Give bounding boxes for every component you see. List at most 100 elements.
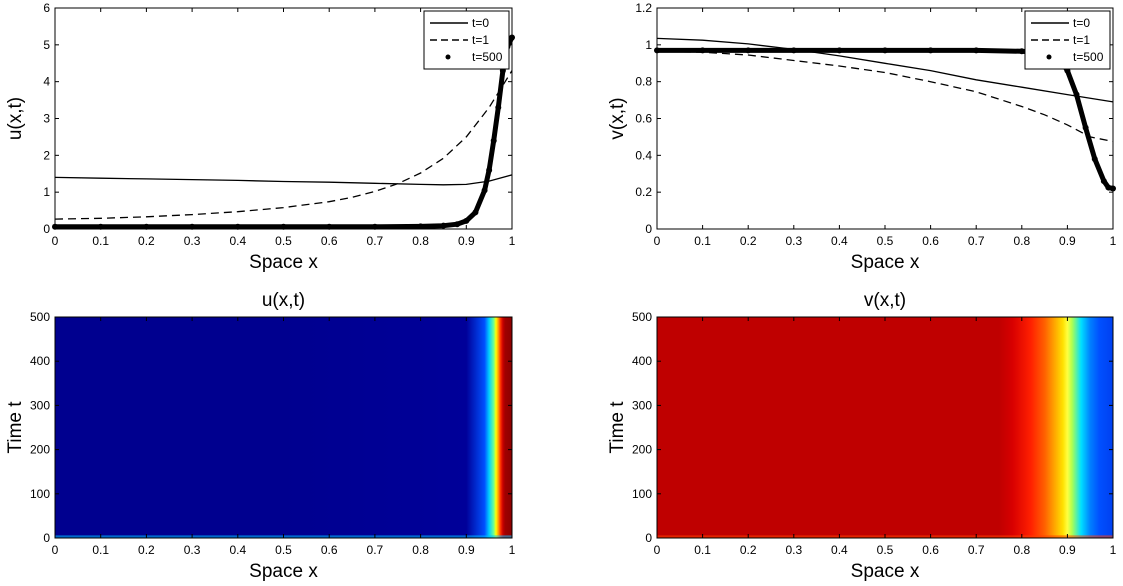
y-tick-label: 1 (43, 185, 50, 199)
axes-frame (54, 316, 513, 539)
series-line-t1 (54, 70, 513, 220)
y-tick-label: 0.4 (635, 148, 652, 162)
heatmap-field (657, 317, 1113, 538)
data-point-t500 (1082, 124, 1089, 131)
x-tick-label: 0.2 (740, 234, 757, 248)
y-tick-label: 1 (645, 38, 652, 52)
x-tick-label: 0.9 (1059, 234, 1076, 248)
x-tick-label: 0.5 (877, 543, 894, 557)
y-axis-label: Time t (5, 401, 26, 454)
legend: t=0 t=1 t=500 (423, 10, 510, 70)
x-tick-label: 0.4 (831, 234, 848, 248)
x-tick-label: 0.8 (412, 543, 429, 557)
legend-label: t=0 (472, 16, 489, 30)
data-point-t500 (417, 223, 424, 230)
data-point-t500 (143, 223, 150, 230)
x-axis-label: Space x (851, 561, 920, 582)
x-tick-label: 0.3 (785, 543, 802, 557)
x-tick-label: 0.1 (92, 543, 109, 557)
chart-title: v(x,t) (864, 290, 906, 311)
x-tick-label: 1 (1110, 234, 1117, 248)
x-tick-label: 0.2 (138, 543, 155, 557)
data-point-t500 (882, 47, 888, 54)
data-point-t500 (189, 223, 196, 230)
y-tick-label: 5 (43, 38, 50, 52)
heatmap-v: 0 0.1 0.2 0.3 0.4 0.5 0.6 0.7 0.8 0.9 1 0 100 200 300 4… (607, 290, 1117, 582)
y-tick-label: 400 (30, 354, 50, 368)
data-point-t500 (280, 223, 287, 230)
plot-u-line-chart: 0 0.1 0.2 0.3 0.4 0.5 0.6 0.7 0.8 0.9 10123456t=0t… (5, 1, 516, 273)
y-tick-label: 0 (43, 222, 50, 236)
series-line-t0 (54, 174, 513, 186)
y-axis-label: v(x,t) (607, 97, 628, 139)
x-tick-label: 0.6 (321, 543, 338, 557)
x-tick-label: 0.7 (367, 543, 384, 557)
y-tick-label: 0 (645, 531, 652, 545)
data-point-t500 (490, 137, 497, 144)
data-point-t500 (699, 47, 706, 54)
x-tick-label: 0.2 (138, 234, 155, 248)
data-point-t500 (745, 47, 752, 54)
data-point-t500 (1091, 156, 1098, 163)
x-tick-label: 0.3 (184, 234, 201, 248)
x-tick-label: 0.4 (229, 234, 246, 248)
y-tick-label: 500 (30, 310, 50, 324)
data-point-t500 (790, 47, 797, 54)
heatmap-u: 0 0.1 0.2 0.3 0.4 0.5 0.6 0.7 0.8 0.9 1 0 100 200 300 4… (5, 290, 516, 582)
x-tick-label: 0.9 (458, 234, 475, 248)
data-point-t500 (927, 47, 934, 54)
x-tick-label: 1 (509, 234, 516, 248)
heatmap-field (55, 317, 512, 538)
legend-label: t=1 (1073, 33, 1090, 47)
series-line-t1 (656, 50, 1114, 143)
y-tick-label: 0.2 (635, 185, 652, 199)
legend-label: t=0 (1073, 16, 1090, 30)
data-point-t500 (836, 47, 843, 54)
data-point-t500 (486, 167, 493, 174)
data-point-t500 (234, 223, 241, 230)
x-tick-label: 0 (52, 543, 59, 557)
y-tick-label: 100 (30, 487, 50, 501)
data-point-t500 (472, 209, 479, 216)
x-tick-label: 0.2 (740, 543, 757, 557)
data-point-t500 (463, 217, 470, 224)
legend-marker (445, 54, 451, 60)
y-tick-label: 4 (43, 75, 50, 89)
y-tick-label: 400 (632, 354, 652, 368)
y-tick-label: 300 (30, 398, 50, 412)
y-tick-label: 0 (645, 222, 652, 236)
chart-title: u(x,t) (262, 290, 305, 311)
x-axis-label: Space x (249, 561, 318, 582)
x-tick-label: 0.8 (412, 234, 429, 248)
plot-v-line-chart: 0 0.1 0.2 0.3 0.4 0.5 0.6 0.7 0.8 0.9 1 0 0.2 0.4 0.6 0… (607, 1, 1117, 273)
y-tick-label: 300 (632, 398, 652, 412)
series-line-t0 (656, 37, 1114, 103)
x-tick-label: 0.7 (367, 234, 384, 248)
x-tick-label: 0.4 (831, 543, 848, 557)
x-tick-label: 1 (509, 543, 516, 557)
legend-marker (1046, 54, 1052, 60)
y-tick-label: 0 (43, 531, 50, 545)
x-tick-label: 0.8 (1013, 543, 1030, 557)
y-axis-label: u(x,t) (5, 97, 26, 140)
axes-frame (54, 7, 513, 230)
x-tick-label: 0.6 (321, 234, 338, 248)
data-point-t500 (440, 222, 447, 229)
data-point-t500 (454, 221, 461, 228)
x-tick-label: 0 (52, 234, 59, 248)
y-tick-label: 0.6 (635, 112, 652, 126)
data-point-t500 (1105, 184, 1112, 191)
series-line-t500 (52, 35, 515, 230)
legend-label: t=500 (1073, 50, 1104, 64)
legend: t=0 t=1 t=500 (1024, 10, 1111, 70)
x-tick-label: 0.6 (922, 234, 939, 248)
x-tick-label: 0.5 (877, 234, 894, 248)
y-tick-label: 200 (632, 443, 652, 457)
data-point-t500 (1100, 178, 1107, 185)
data-point-t500 (371, 223, 378, 230)
axes-frame (656, 7, 1114, 230)
x-tick-label: 0.7 (968, 234, 985, 248)
x-tick-label: 0.6 (922, 543, 939, 557)
axes-frame (656, 316, 1114, 539)
